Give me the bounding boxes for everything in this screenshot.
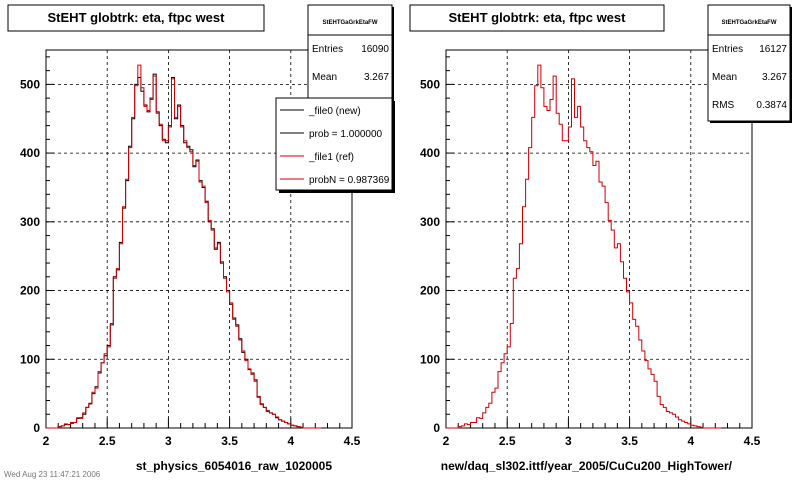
y-tick-label: 500 (420, 77, 440, 91)
legend-label: _file1 (ref) (308, 152, 354, 163)
x-tick-label: 2 (43, 434, 50, 448)
x-tick-label: 4.5 (344, 434, 361, 448)
y-tick-label: 100 (420, 352, 440, 366)
y-tick-label: 100 (20, 352, 40, 366)
y-tick-label: 500 (20, 77, 40, 91)
footer-timestamp: Wed Aug 23 11:47:21 2006 (4, 470, 101, 479)
y-tick-label: 0 (433, 421, 440, 435)
x-tick-label: 4.5 (744, 434, 761, 448)
y-tick-label: 200 (420, 284, 440, 298)
stats-value: 16090 (361, 44, 389, 55)
x-tick-label: 3 (165, 434, 172, 448)
stats-value: 3.267 (364, 72, 389, 83)
legend-entries: _file0 (new) prob = 1.000000 _file1 (ref) p… (280, 106, 390, 186)
legend-label: prob = 1.000000 (309, 129, 383, 140)
stats-label: Entries (312, 44, 343, 55)
legend-label: _file0 (new) (308, 106, 361, 117)
stats-box (307, 4, 393, 101)
x-axis-label: st_physics_6054016_raw_1020005 (136, 459, 332, 473)
y-tick-label: 0 (33, 421, 40, 435)
chart-panel-0: 2 2.5 3 3.5 4 4.5 0 100 200 300 400 500 st_physics_6… (7, 4, 395, 473)
x-axis-label: new/daq_sl302.ittf/year_2005/CuCu200_Hig… (441, 459, 733, 473)
histogram-series-0 (446, 64, 722, 429)
x-tick-label: 3.5 (621, 434, 638, 448)
y-tick-label: 300 (20, 215, 40, 229)
chart-title: StEHT globtrk: eta, ftpc west (48, 10, 226, 25)
x-tick-label: 3.5 (221, 434, 238, 448)
y-tick-label: 400 (420, 146, 440, 160)
x-tick-label: 3 (565, 434, 572, 448)
chart-panel-1: 2 2.5 3 3.5 4 4.5 0 100 200 300 400 500 new/daq_sl30… (409, 4, 792, 473)
y-tick-label: 300 (420, 215, 440, 229)
stats-value: 0.3874 (756, 100, 787, 111)
stats-label: Mean (712, 72, 737, 83)
stats-box (707, 4, 791, 122)
x-tick-label: 4 (287, 434, 294, 448)
stats-value: 3.267 (762, 72, 787, 83)
plot-frame (445, 49, 753, 429)
stats-label: RMS (712, 100, 735, 111)
y-tick-label: 400 (20, 146, 40, 160)
stats-value: 16127 (759, 44, 787, 55)
legend-label: probN = 0.987369 (309, 175, 390, 186)
chart-title: StEHT globtrk: eta, ftpc west (449, 10, 627, 25)
x-tick-label: 2 (443, 434, 450, 448)
x-tick-label: 2.5 (499, 434, 516, 448)
stats-label: Mean (312, 72, 337, 83)
stats-header: StEHTGaGrkEtaFW (322, 20, 377, 26)
x-tick-label: 4 (687, 434, 694, 448)
stats-header: StEHTGaGrkEtaFW (721, 20, 776, 26)
title-box (409, 4, 665, 32)
x-tick-label: 2.5 (99, 434, 116, 448)
legend-box (275, 97, 393, 191)
y-tick-label: 200 (20, 284, 40, 298)
histogram-series-1 (46, 64, 322, 429)
title-box (7, 4, 265, 32)
stats-label: Entries (712, 44, 743, 55)
